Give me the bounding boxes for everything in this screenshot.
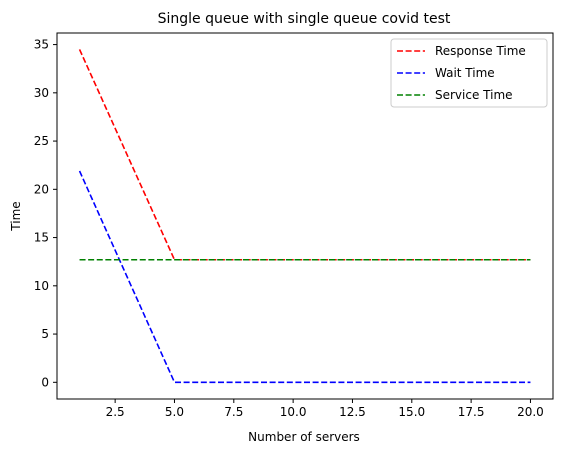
legend-label: Response Time	[435, 44, 526, 58]
x-axis-label: Number of servers	[248, 430, 360, 444]
x-tick-label: 17.5	[458, 405, 485, 419]
legend: Response Time Wait Time Service Time	[390, 38, 548, 108]
plot-frame	[56, 32, 554, 400]
y-tick-label: 5	[41, 327, 49, 341]
y-tick-label: 35	[34, 38, 49, 52]
legend-box	[390, 38, 548, 108]
series-line-1	[78, 170, 531, 384]
x-tick-label: 12.5	[339, 405, 366, 419]
y-axis: 0 5 10 15 20 25 30 35	[34, 38, 57, 389]
y-tick-label: 0	[41, 375, 49, 389]
legend-label: Service Time	[435, 88, 513, 102]
y-tick-label: 25	[34, 134, 49, 148]
y-tick-label: 30	[34, 86, 49, 100]
x-tick-label: 15.0	[398, 405, 425, 419]
x-axis: 2.5 5.0 7.5 10.0 12.5 15.0 17.5 20.0	[106, 399, 544, 419]
y-tick-label: 10	[34, 279, 49, 293]
x-tick-label: 20.0	[517, 405, 544, 419]
chart-title: Single queue with single queue covid tes…	[158, 11, 451, 27]
y-tick-label: 20	[34, 182, 49, 196]
x-tick-label: 7.5	[224, 405, 243, 419]
x-tick-label: 2.5	[106, 405, 125, 419]
y-tick-label: 15	[34, 231, 49, 245]
legend-label: Wait Time	[435, 66, 495, 80]
series-layer	[78, 49, 531, 384]
x-tick-label: 5.0	[165, 405, 184, 419]
x-tick-label: 10.0	[280, 405, 307, 419]
y-axis-label: Time	[9, 201, 23, 231]
